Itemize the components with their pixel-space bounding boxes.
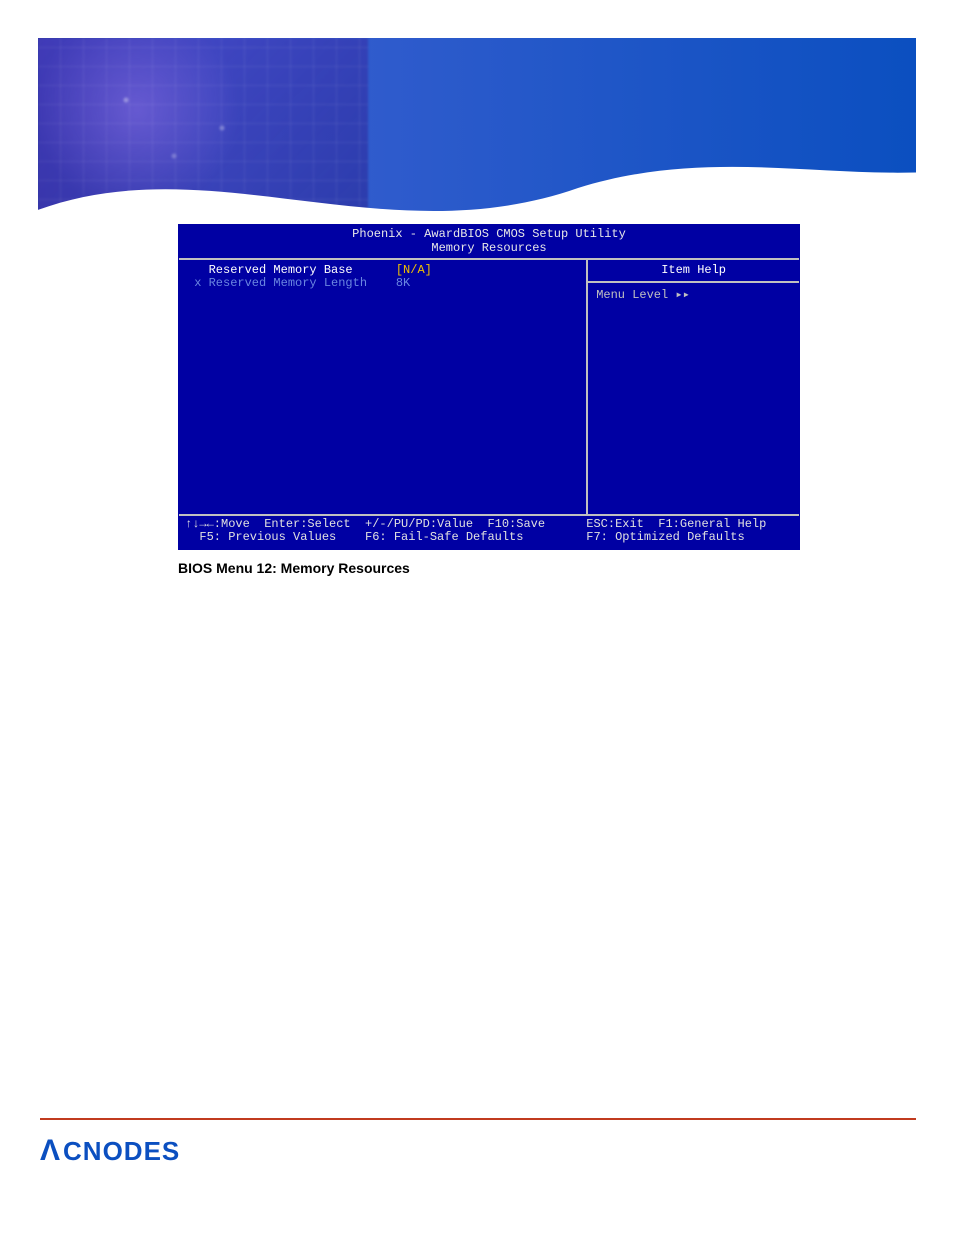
bios-title: Phoenix - AwardBIOS CMOS Setup Utility M… xyxy=(179,225,799,258)
keyhint-row2-left: F5: Previous Values F6: Fail-Safe Defaul… xyxy=(185,530,523,544)
brand-lambda-icon: Λ xyxy=(40,1134,61,1168)
keyhint-row1-left: ↑↓→←:Move Enter:Select +/-/PU/PD:Value F… xyxy=(185,517,545,531)
header-wave xyxy=(38,128,916,218)
bios-help-body: Menu Level ▸▸ xyxy=(588,283,799,309)
bios-help-header: Item Help xyxy=(588,260,799,284)
bios-figure: Phoenix - AwardBIOS CMOS Setup Utility M… xyxy=(178,224,803,576)
bios-keyhints-right: ESC:Exit F1:General Help F7: Optimized D… xyxy=(586,518,793,546)
bios-title-1: Phoenix - AwardBIOS CMOS Setup Utility xyxy=(352,227,626,241)
bios-setting-value: [N/A] xyxy=(396,263,432,277)
bios-screen: Phoenix - AwardBIOS CMOS Setup Utility M… xyxy=(178,224,800,550)
bios-setting-row: Reserved Memory Base [N/A] xyxy=(187,264,578,278)
bios-setting-value: 8K xyxy=(396,276,410,290)
bios-setting-label: x Reserved Memory Length xyxy=(187,276,396,290)
brand-logo: ΛCNODES xyxy=(40,1134,180,1168)
bios-keyhints-left: ↑↓→←:Move Enter:Select +/-/PU/PD:Value F… xyxy=(185,518,586,546)
keyhint-row1-right: ESC:Exit F1:General Help xyxy=(586,517,766,531)
bios-body: Reserved Memory Base [N/A] x Reserved Me… xyxy=(179,258,799,516)
bios-settings-pane: Reserved Memory Base [N/A] x Reserved Me… xyxy=(179,260,588,514)
bios-setting-row: x Reserved Memory Length 8K xyxy=(187,277,578,291)
figure-caption: BIOS Menu 12: Memory Resources xyxy=(178,560,803,576)
brand-name: CNODES xyxy=(63,1136,180,1167)
keyhint-row2-right: F7: Optimized Defaults xyxy=(586,530,744,544)
header-banner xyxy=(38,38,916,218)
footer-rule xyxy=(40,1118,916,1120)
bios-keyhints: ↑↓→←:Move Enter:Select +/-/PU/PD:Value F… xyxy=(179,516,799,550)
bios-setting-label: Reserved Memory Base xyxy=(187,263,396,277)
bios-title-2: Memory Resources xyxy=(431,241,546,255)
bios-help-pane: Item Help Menu Level ▸▸ xyxy=(588,260,799,514)
